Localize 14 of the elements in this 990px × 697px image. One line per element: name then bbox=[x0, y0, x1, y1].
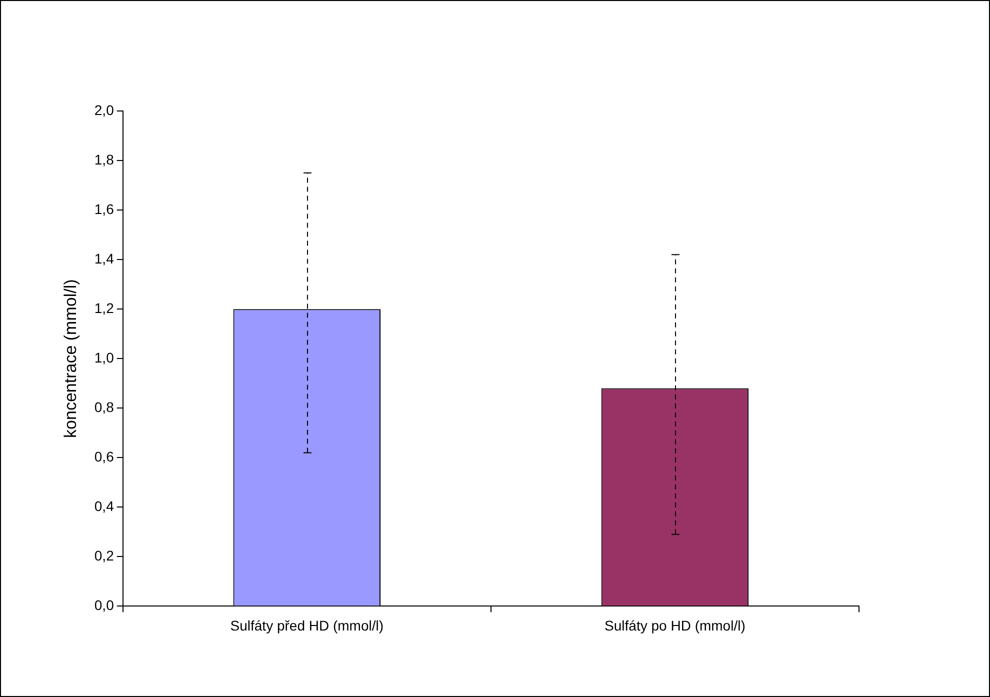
y-axis-title: koncentrace (mmol/l) bbox=[60, 279, 80, 438]
y-tick-label: 1,8 bbox=[94, 151, 114, 168]
y-tick-label: 0,2 bbox=[94, 548, 114, 564]
y-tick-label: 1,4 bbox=[94, 250, 114, 266]
y-tick-label: 0,6 bbox=[94, 448, 114, 464]
y-tick-label: 1,0 bbox=[94, 349, 114, 366]
x-tick-label: Sulfáty po HD (mmol/l) bbox=[604, 617, 746, 634]
y-tick-label: 1,6 bbox=[94, 200, 114, 217]
y-tick-label: 1,2 bbox=[94, 300, 114, 316]
y-tick-label: 0,4 bbox=[94, 498, 114, 514]
x-tick-label: Sulfáty před HD (mmol/l) bbox=[230, 617, 384, 634]
y-tick-label: 0,0 bbox=[94, 597, 114, 614]
y-tick-label: 0,8 bbox=[94, 398, 114, 415]
y-tick-label: 2,0 bbox=[94, 102, 114, 118]
